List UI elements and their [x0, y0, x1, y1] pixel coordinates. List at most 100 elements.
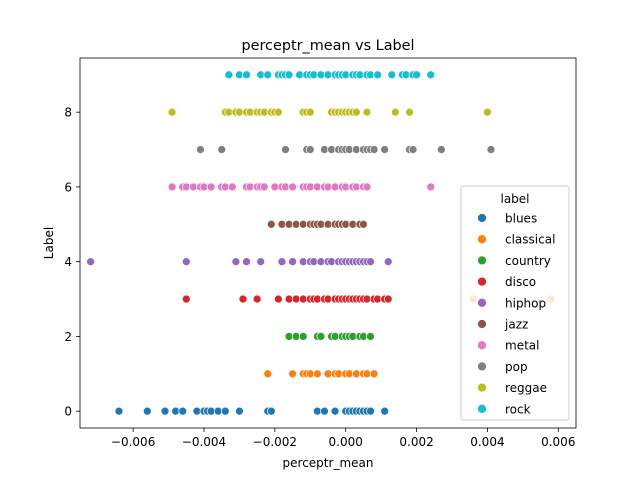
data-point-blues-10 [220, 406, 230, 416]
legend-box [460, 185, 570, 421]
y-axis-ticks: 0 2 4 6 8 [64, 106, 80, 419]
legend-label-jazz: jazz [504, 318, 528, 332]
legend-label-hiphop: hiphop [505, 296, 546, 310]
data-point-rock-2 [242, 70, 251, 80]
data-point-country-4 [316, 332, 326, 341]
data-point-blues-25 [380, 406, 390, 416]
data-point-disco-0 [181, 294, 191, 304]
data-point-hiphop-0 [86, 257, 95, 267]
data-point-metal-14 [259, 182, 269, 192]
legend-label-pop: pop [505, 360, 528, 374]
data-point-country-2 [298, 332, 308, 341]
data-point-hiphop-3 [242, 257, 251, 267]
data-point-blues-15 [320, 406, 329, 416]
legend-marker-hiphop [477, 297, 487, 308]
data-point-metal-9 [227, 182, 237, 192]
data-point-disco-3 [274, 294, 283, 304]
data-point-blues-11 [235, 406, 244, 416]
data-point-jazz-0 [266, 219, 276, 229]
data-point-blues-24 [366, 406, 375, 416]
data-point-hiphop-23 [383, 257, 393, 267]
x-tick-label: 0.002 [399, 435, 433, 449]
legend-marker-metal [477, 340, 487, 351]
legend-marker-jazz [477, 319, 487, 329]
data-point-reggae-26 [405, 107, 414, 117]
data-point-pop-4 [305, 145, 315, 154]
data-point-blues-2 [160, 406, 170, 416]
legend-marker-pop [477, 361, 487, 372]
data-point-blues-0 [114, 406, 124, 416]
data-point-reggae-15 [305, 107, 315, 117]
y-tick-label: 0 [64, 405, 72, 419]
data-point-disco-2 [252, 294, 262, 304]
data-point-rock-0 [224, 70, 234, 80]
data-point-disco-25 [383, 294, 393, 304]
data-point-hiphop-1 [181, 257, 191, 267]
legend-items: blues classical country disco hiphop jazz meta… [477, 212, 555, 416]
legend-marker-reggae [477, 382, 487, 393]
legend-marker-country [477, 255, 487, 266]
y-tick-label: 4 [64, 255, 72, 269]
data-point-pop-20 [486, 145, 496, 154]
data-point-blues-1 [142, 406, 152, 416]
data-point-blues-4 [178, 406, 188, 416]
x-tick-label: −0.002 [253, 435, 297, 449]
legend-title: label [500, 192, 529, 206]
data-point-pop-1 [217, 145, 227, 154]
y-tick-label: 6 [64, 180, 72, 194]
legend-marker-blues [477, 213, 487, 223]
data-point-classical-0 [263, 369, 273, 379]
data-point-reggae-24 [362, 107, 372, 117]
data-point-classical-5 [313, 369, 322, 379]
data-point-pop-0 [196, 145, 205, 154]
chart-title: perceptr_mean vs Label [241, 38, 414, 54]
legend-label-metal: metal [505, 339, 539, 353]
data-point-hiphop-6 [288, 257, 297, 267]
x-tick-label: 0.000 [329, 435, 363, 449]
data-point-reggae-25 [390, 107, 400, 117]
data-point-pop-2 [281, 145, 290, 154]
data-point-blues-16 [330, 406, 340, 416]
data-point-hiphop-5 [277, 257, 287, 267]
data-point-metal-31 [362, 182, 372, 192]
data-point-pop-16 [380, 145, 390, 154]
data-point-rock-4 [263, 70, 273, 80]
y-axis-label: Label [42, 227, 56, 259]
legend-label-blues: blues [505, 212, 537, 226]
legend-label-classical: classical [505, 233, 555, 247]
x-axis-label: perceptr_mean [283, 456, 374, 470]
legend-label-rock: rock [505, 402, 531, 416]
legend-marker-rock [477, 403, 487, 414]
data-point-pop-15 [369, 145, 379, 154]
legend: label blues classical country disco hiphop ja… [460, 185, 570, 421]
y-tick-label: 2 [64, 330, 72, 344]
legend-label-disco: disco [505, 275, 536, 289]
data-point-reggae-27 [483, 107, 492, 117]
data-point-disco-1 [238, 294, 248, 304]
data-point-metal-6 [206, 182, 216, 192]
data-point-rock-24 [373, 70, 382, 80]
data-point-hiphop-4 [256, 257, 266, 267]
data-point-rock-29 [412, 70, 421, 80]
data-point-reggae-0 [167, 107, 177, 117]
data-point-blues-13 [266, 406, 276, 416]
data-point-metal-32 [426, 182, 436, 192]
x-tick-label: 0.004 [470, 435, 504, 449]
x-tick-label: 0.006 [541, 435, 575, 449]
data-point-pop-19 [437, 145, 446, 154]
data-point-jazz-16 [359, 219, 368, 229]
legend-label-reggae: reggae [505, 381, 547, 395]
data-point-reggae-23 [351, 107, 361, 117]
x-tick-label: −0.006 [111, 435, 155, 449]
plot-area-frame [79, 57, 577, 429]
y-tick-label: 8 [64, 106, 72, 120]
data-point-classical-1 [288, 369, 297, 379]
data-point-country-13 [366, 332, 375, 341]
legend-label-country: country [505, 254, 551, 268]
x-axis-ticks: −0.006 −0.004 −0.002 0.000 0.002 0.004 0.006 [111, 428, 575, 449]
x-tick-label: −0.004 [182, 435, 226, 449]
data-point-rock-8 [284, 70, 294, 80]
data-point-hiphop-2 [231, 257, 241, 267]
data-point-classical-14 [369, 369, 379, 379]
